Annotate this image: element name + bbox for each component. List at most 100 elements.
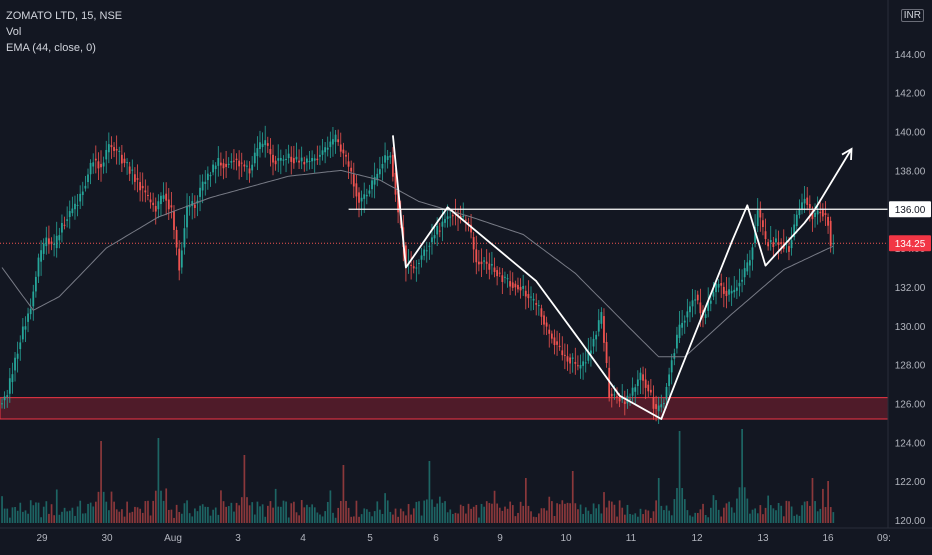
volume-bar	[123, 516, 126, 523]
candle-body	[371, 180, 373, 190]
candle-body	[365, 194, 368, 197]
volume-bar	[814, 501, 816, 523]
candle-body	[527, 294, 530, 299]
chart-legend: ZOMATO LTD, 15, NSE Vol EMA (44, close, …	[6, 8, 122, 56]
candle-body	[16, 353, 19, 359]
time-tick-label: 9	[497, 533, 503, 544]
volume-bar	[686, 510, 689, 523]
candle-body	[816, 210, 819, 215]
volume-bar	[9, 517, 11, 523]
candle-body	[347, 161, 350, 167]
volume-bar	[136, 507, 139, 523]
candle-body	[193, 204, 196, 208]
candle-body	[219, 162, 222, 166]
volume-bar	[642, 514, 644, 523]
candle-body	[636, 379, 639, 386]
volume-bar	[240, 497, 243, 523]
candle-body	[342, 149, 345, 154]
candle-body	[204, 181, 207, 184]
candle-body	[136, 178, 139, 180]
candle-body	[68, 211, 71, 217]
candle-body	[107, 144, 110, 153]
time-tick-label: 30	[101, 533, 113, 544]
candle-body	[683, 320, 686, 323]
candle-body	[186, 205, 188, 228]
candle-body	[256, 148, 259, 157]
candle-body	[21, 326, 24, 340]
candle-body	[808, 204, 811, 208]
candle-body	[483, 260, 485, 262]
candle-body	[509, 281, 512, 287]
volume-bar	[186, 500, 188, 523]
candle-body	[337, 139, 340, 143]
volume-bar	[376, 501, 379, 523]
volume-bar	[621, 507, 624, 523]
volume-bar	[220, 490, 222, 523]
volume-bar	[147, 500, 149, 523]
volume-bar	[806, 501, 809, 523]
volume-bar	[730, 507, 733, 523]
candle-body	[235, 158, 238, 161]
volume-bar	[569, 503, 571, 523]
volume-bar	[472, 506, 475, 523]
candle-body	[180, 250, 183, 268]
candle-body	[762, 220, 764, 228]
volume-bar	[290, 503, 293, 523]
volume-bar	[618, 500, 621, 523]
price-tick-label: 128.00	[895, 361, 926, 372]
symbol-title[interactable]: ZOMATO LTD, 15, NSE	[6, 10, 123, 22]
volume-indicator-label[interactable]: Vol	[6, 26, 22, 38]
volume-bar	[704, 515, 707, 523]
time-tick-label: 11	[626, 533, 637, 544]
candle-body	[373, 176, 376, 185]
candle-body	[485, 261, 488, 264]
volume-bar	[24, 510, 27, 523]
volume-bar	[647, 510, 650, 523]
ema-indicator-label[interactable]: EMA (44, close, 0)	[6, 42, 96, 54]
candle-body	[55, 235, 58, 249]
volume-bar	[27, 513, 29, 523]
time-tick-label: 3	[235, 533, 241, 544]
volume-bar	[293, 501, 295, 523]
candle-body	[730, 290, 733, 294]
candle-body	[725, 290, 728, 297]
candle-body	[530, 296, 532, 298]
volume-bar	[780, 505, 783, 523]
volume-bar	[42, 506, 45, 523]
volume-bar	[631, 514, 634, 523]
candle-body	[673, 353, 676, 359]
candle-body	[793, 224, 796, 238]
currency-label[interactable]: INR	[900, 9, 924, 22]
candle-body	[493, 267, 496, 272]
candle-body	[475, 249, 478, 263]
volume-bar	[655, 500, 657, 523]
volume-bar	[506, 508, 509, 523]
volume-bar	[366, 509, 368, 523]
candle-body	[665, 386, 668, 400]
candle-body	[691, 300, 694, 307]
volume-bar	[272, 507, 274, 523]
candle-body	[543, 315, 545, 325]
volume-bar	[561, 500, 564, 523]
volume-bar	[246, 497, 248, 523]
volume-bar	[433, 506, 436, 523]
candle-body	[246, 165, 248, 167]
candle-body	[6, 395, 9, 397]
volume-bar	[527, 505, 530, 523]
volume-bar	[217, 514, 220, 523]
candle-body	[532, 298, 535, 301]
volume-bar	[459, 504, 462, 523]
volume-bar	[644, 509, 647, 523]
ema-line	[1, 169, 834, 358]
candle-body	[394, 172, 397, 195]
time-tick-label: 29	[36, 533, 48, 544]
candle-body	[358, 192, 360, 203]
candle-body	[647, 384, 650, 392]
volume-bar	[694, 512, 697, 523]
candle-body	[704, 314, 707, 318]
candle-body	[277, 158, 280, 161]
volume-bar	[165, 488, 168, 523]
volume-bar	[452, 513, 454, 523]
